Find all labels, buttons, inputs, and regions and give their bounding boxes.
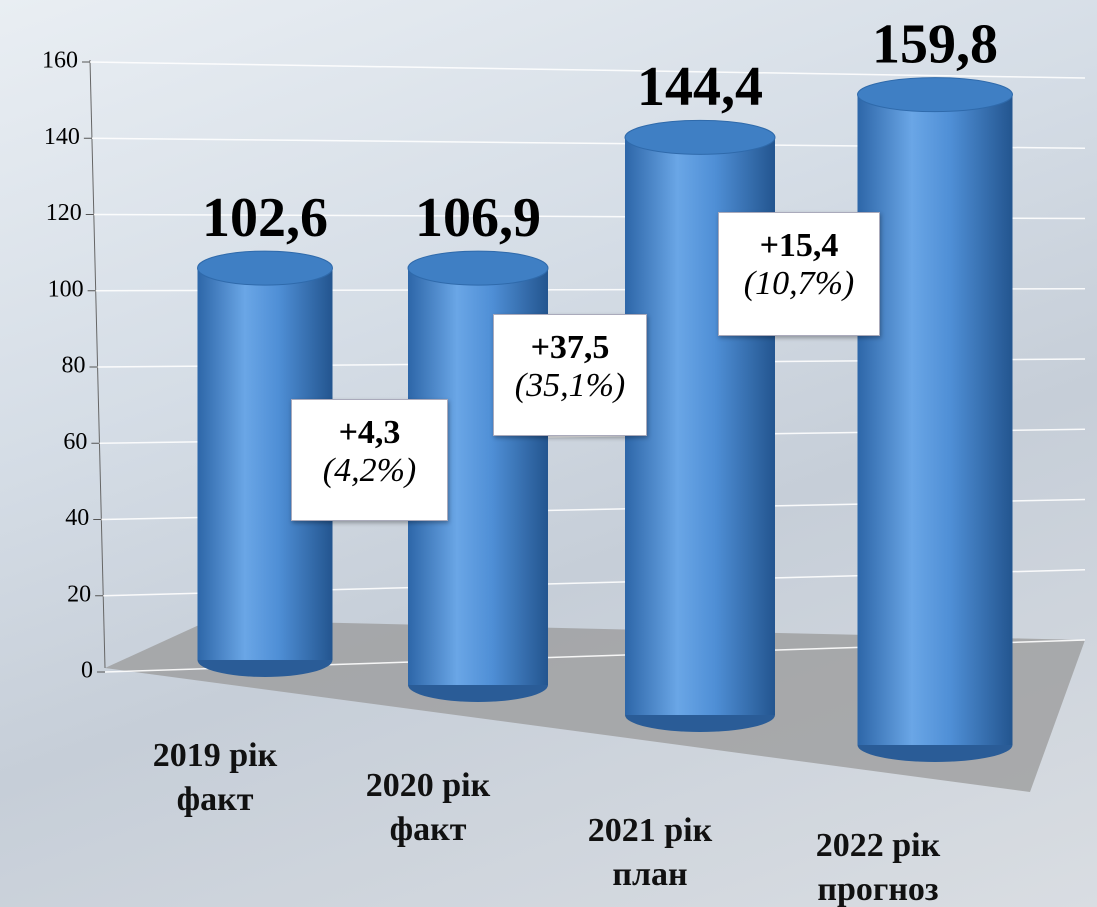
y-tick-label: 160 [42, 48, 78, 74]
floor [105, 620, 1085, 792]
annotation-change: +4,3 [338, 414, 401, 451]
value-label: 144,4 [637, 56, 763, 118]
value-label: 159,8 [872, 13, 998, 75]
annotation: +37,5 (35,1%) [493, 314, 647, 436]
bar-top [197, 250, 333, 286]
y-axis [89, 59, 106, 669]
annotation: +4,3 (4,2%) [291, 399, 448, 521]
annotation-percent: (4,2%) [322, 452, 417, 489]
y-tick-label: 120 [46, 200, 82, 226]
x-tick-label: 2020 рік факт [365, 767, 491, 848]
y-tick-label: 40 [65, 505, 89, 531]
x-tick-label: 2022 рік прогноз [815, 827, 941, 907]
annotation-change: +15,4 [759, 227, 839, 264]
bar-top [624, 119, 776, 155]
annotation-change: +37,5 [530, 329, 610, 366]
x-tick-label: 2021 рік план [587, 812, 713, 893]
annotation: +15,4 (10,7%) [718, 212, 880, 336]
y-tick-label: 100 [48, 276, 84, 302]
grid-line [89, 61, 1086, 79]
value-label: 102,6 [202, 187, 328, 249]
bar-top [857, 77, 1013, 113]
y-tick-label: 20 [67, 581, 91, 607]
annotation-percent: (35,1%) [514, 367, 626, 404]
y-tick-label: 80 [62, 353, 86, 379]
x-tick-label: 2019 рік факт [152, 737, 278, 818]
y-tick-label: 60 [63, 429, 87, 455]
bar [857, 94, 1013, 745]
y-tick-label: 140 [44, 124, 80, 150]
bar-top [407, 250, 549, 286]
annotation-percent: (10,7%) [743, 265, 855, 302]
y-tick-label: 0 [81, 658, 93, 684]
value-label: 106,9 [415, 187, 541, 249]
